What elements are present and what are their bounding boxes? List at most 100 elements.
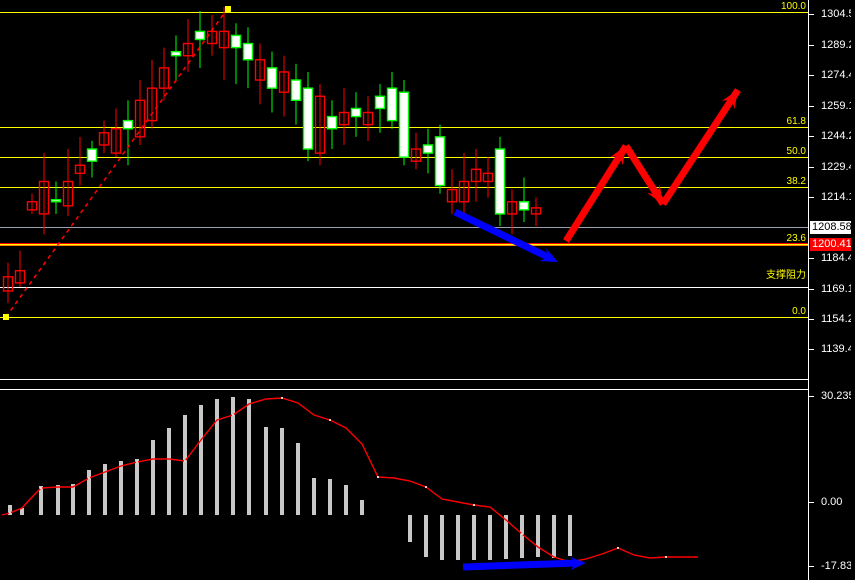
candlestick	[110, 108, 122, 158]
candle-wick	[55, 181, 57, 214]
macd-line-point	[184, 460, 186, 462]
price-axis-label: 1259.110	[821, 100, 855, 112]
current-price-label: 1208.586	[810, 221, 855, 234]
candle-wick	[211, 15, 213, 56]
candle-wick	[463, 153, 465, 218]
candle-wick	[43, 153, 45, 235]
candlestick	[26, 193, 38, 214]
macd-histogram-bar	[312, 478, 316, 515]
candle-body	[302, 87, 314, 150]
candlestick	[230, 23, 242, 85]
candle-body	[218, 30, 230, 49]
axis-tick-mark	[809, 14, 814, 15]
candle-wick	[79, 136, 81, 186]
candlestick	[530, 197, 542, 227]
candle-body	[146, 87, 158, 122]
candle-body	[230, 34, 242, 49]
candlestick	[350, 92, 362, 137]
axis-tick-mark	[809, 349, 814, 350]
candle-body	[506, 201, 518, 215]
macd-histogram-bar	[199, 405, 203, 515]
candle-body	[410, 148, 422, 162]
candlestick	[518, 177, 530, 223]
panel-divider-top	[0, 379, 808, 380]
forecast-arrow-segment	[563, 144, 629, 243]
forecast-arrow-head	[646, 184, 663, 204]
candlestick	[218, 7, 230, 81]
candlestick	[362, 96, 374, 141]
macd-histogram-bar	[39, 486, 43, 515]
candle-body	[2, 276, 14, 292]
price-axis-label: 1214.110	[821, 191, 855, 203]
candle-wick	[343, 88, 345, 145]
macd-histogram-bar	[20, 508, 24, 515]
candlestick	[146, 59, 158, 129]
candle-body	[14, 270, 26, 284]
axis-tick-mark	[809, 319, 814, 320]
candle-body	[362, 111, 374, 126]
candlestick	[182, 19, 194, 72]
candle-wick	[115, 108, 117, 158]
macd-histogram-bar	[456, 515, 460, 560]
candlestick	[254, 43, 266, 105]
axis-tick-mark	[809, 502, 814, 503]
candle-wick	[163, 47, 165, 101]
candlestick	[194, 11, 206, 68]
candle-body	[122, 119, 134, 130]
macd-axis-label: 30.2351	[821, 390, 855, 402]
candlestick	[494, 136, 506, 227]
macd-histogram-bar	[440, 515, 444, 560]
candle-body	[50, 199, 62, 203]
macd-divergence-arrow-head	[569, 556, 586, 571]
current-price-line	[0, 227, 808, 228]
candle-wick	[415, 132, 417, 170]
fib-level-label: 38.2	[786, 176, 806, 187]
candle-body	[74, 164, 86, 175]
macd-histogram-bar	[296, 443, 300, 515]
macd-histogram-bar	[183, 415, 187, 515]
white-level-line	[0, 287, 808, 288]
candle-body	[314, 95, 326, 154]
candle-body	[422, 144, 434, 154]
macd-histogram-bar	[151, 440, 155, 515]
axis-tick-mark	[809, 566, 814, 567]
price-chart-canvas	[0, 6, 808, 320]
macd-histogram-bar	[135, 459, 139, 515]
trendline-anchor-start[interactable]	[3, 314, 9, 320]
macd-histogram-bar	[71, 484, 75, 515]
macd-histogram-bar	[56, 485, 60, 515]
macd-line-point	[136, 461, 138, 463]
candle-wick	[535, 197, 537, 227]
macd-histogram-bar	[344, 485, 348, 515]
candlestick	[458, 153, 470, 218]
price-scale-axis[interactable]: 1304.560 1289.260 1274.410 1259.110 1244.260…	[808, 0, 855, 580]
macd-axis-label: 0.00	[821, 496, 843, 508]
macd-indicator-panel[interactable]	[0, 391, 808, 580]
candle-body	[386, 87, 398, 122]
candlestick	[482, 157, 494, 198]
macd-histogram-bar	[472, 515, 476, 560]
candle-wick	[7, 262, 9, 304]
macd-histogram-bar	[488, 515, 492, 560]
macd-histogram-bar	[247, 399, 251, 515]
candle-wick	[523, 177, 525, 223]
fib-level-label: 23.6	[786, 233, 806, 244]
fib-level-label: 61.8	[786, 116, 806, 127]
macd-histogram-bar	[119, 461, 123, 515]
alert-price-line	[0, 243, 808, 244]
candlestick	[398, 80, 410, 166]
macd-histogram-bar	[8, 505, 12, 515]
candlestick	[302, 71, 314, 162]
candle-body	[278, 71, 290, 93]
macd-histogram-bar	[360, 500, 364, 515]
macd-line-point	[521, 533, 523, 535]
candle-wick	[367, 96, 369, 141]
macd-histogram-bar	[408, 515, 412, 542]
candle-wick	[67, 149, 69, 216]
price-chart-panel[interactable]	[0, 0, 808, 379]
candlestick	[38, 153, 50, 235]
trendline-anchor-end[interactable]	[225, 6, 231, 12]
support-resistance-annotation: 支撑阻力	[766, 270, 806, 281]
vertical-scrollbar-track[interactable]	[851, 0, 855, 580]
candlestick	[422, 128, 434, 174]
